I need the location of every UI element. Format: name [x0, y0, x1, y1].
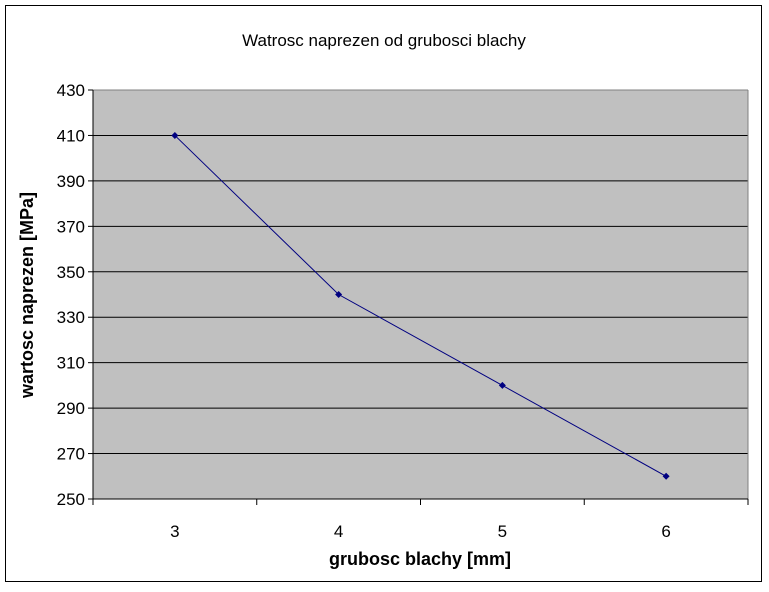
y-tick-label: 310 — [57, 354, 85, 373]
y-axis-label: wartosc naprezen [MPa] — [17, 192, 37, 399]
x-tick-label: 3 — [170, 522, 179, 541]
data-point — [662, 472, 670, 480]
data-point — [498, 381, 506, 389]
y-tick-label: 290 — [57, 399, 85, 418]
y-tick-label: 390 — [57, 172, 85, 191]
y-tick-label: 410 — [57, 126, 85, 145]
plot-area — [93, 90, 748, 499]
data-point — [335, 291, 343, 298]
y-tick-label: 330 — [57, 308, 85, 327]
y-tick-label: 250 — [57, 490, 85, 509]
y-tick-label: 430 — [57, 81, 85, 100]
x-tick-label: 4 — [334, 522, 343, 541]
y-tick-label: 350 — [57, 263, 85, 282]
y-tick-label: 270 — [57, 445, 85, 464]
x-tick-label: 6 — [661, 522, 670, 541]
series-line — [174, 135, 667, 477]
chart-title: Watrosc naprezen od grubosci blachy — [242, 31, 526, 50]
data-point — [171, 131, 179, 139]
x-axis-label: grubosc blachy [mm] — [329, 549, 511, 569]
x-tick-label: 5 — [498, 522, 507, 541]
y-tick-label: 370 — [57, 217, 85, 236]
